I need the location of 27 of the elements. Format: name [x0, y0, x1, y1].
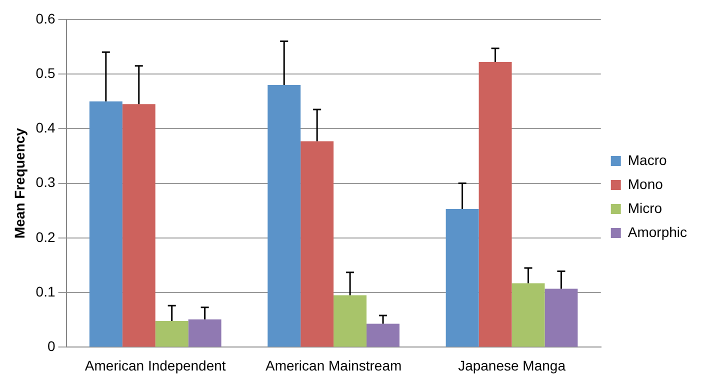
y-tick-label: 0.5: [36, 64, 56, 81]
y-tick-label: 0: [47, 338, 56, 354]
y-tick-label: 0.4: [36, 120, 56, 136]
y-tick-label: 0.1: [36, 283, 56, 300]
bar: [188, 319, 222, 347]
bar: [300, 141, 334, 347]
x-tick-label: American Mainstream: [265, 357, 402, 374]
bar: [268, 84, 301, 347]
bar: [446, 208, 479, 347]
bar: [89, 101, 122, 347]
y-axis-title: Mean Frequency: [11, 128, 28, 239]
legend-label: Micro: [628, 200, 662, 216]
bar: [122, 104, 156, 347]
bar: [478, 62, 512, 347]
legend-label: Amorphic: [628, 224, 688, 240]
bar: [155, 320, 188, 347]
bar: [512, 283, 545, 347]
y-tick-label: 0.3: [36, 174, 56, 190]
bar: [366, 324, 400, 347]
bar: [334, 295, 367, 347]
bar: [544, 288, 578, 347]
legend-label: Mono: [628, 176, 664, 192]
y-tick-label: 0.6: [36, 10, 56, 26]
legend-label: Macro: [628, 152, 667, 168]
y-tick-label: 0.2: [36, 228, 56, 245]
x-tick-label: American Independent: [84, 357, 226, 374]
x-tick-label: Japanese Manga: [458, 357, 566, 374]
